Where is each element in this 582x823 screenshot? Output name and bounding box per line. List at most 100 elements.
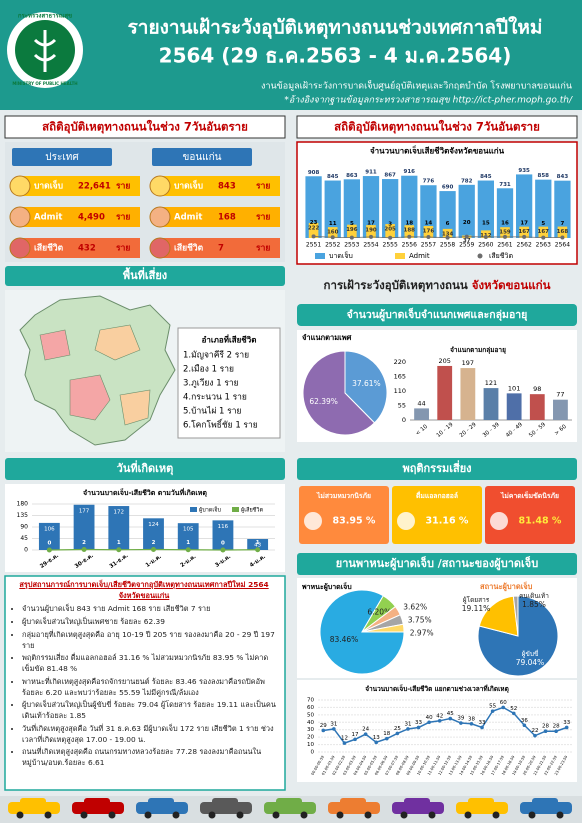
stat-bar bbox=[18, 207, 140, 227]
summary-item: กลุ่มอายุที่เกิดเหตุสูงสุดคือ อายุ 10-19… bbox=[22, 630, 278, 651]
data-label: 77 bbox=[556, 391, 564, 399]
bar bbox=[460, 368, 476, 420]
data-label: 16 bbox=[501, 220, 509, 226]
car-wheel bbox=[528, 811, 536, 819]
surveillance-title-province: จังหวัดขอนแก่น bbox=[472, 278, 551, 292]
emoji-icon bbox=[9, 175, 31, 197]
y-tick-label: 45 bbox=[20, 535, 28, 542]
car-wheel bbox=[236, 811, 244, 819]
death-point bbox=[255, 547, 261, 553]
legend-label: ผู้เสียชีวิต bbox=[241, 507, 264, 514]
data-label: 13 bbox=[373, 735, 380, 741]
car-wheel bbox=[464, 811, 472, 819]
data-label: 160 bbox=[327, 230, 339, 236]
stat-value: 22,641 bbox=[78, 182, 111, 192]
legend-label: บาดเจ็บ bbox=[329, 251, 353, 260]
y-tick-label: 180 bbox=[17, 501, 29, 508]
x-tick-label: 2552 bbox=[325, 242, 340, 249]
data-label: 2 bbox=[152, 540, 156, 546]
data-label: 15 bbox=[482, 220, 490, 226]
data-label: 3 bbox=[388, 221, 392, 227]
bar bbox=[420, 185, 437, 238]
death-point bbox=[388, 235, 393, 240]
line-point bbox=[533, 733, 537, 738]
car-roof bbox=[84, 798, 110, 805]
car-wheel bbox=[44, 811, 52, 819]
data-label: 29 bbox=[320, 723, 327, 729]
stat-value: 843 bbox=[218, 182, 236, 192]
car-wheel bbox=[80, 811, 88, 819]
bar bbox=[442, 228, 453, 238]
y-tick-label: 70 bbox=[307, 698, 314, 704]
legend-label: เสียชีวิต bbox=[489, 252, 513, 260]
data-label: 916 bbox=[404, 169, 416, 175]
line-point bbox=[427, 720, 431, 725]
stat-value: 4,490 bbox=[78, 213, 105, 223]
death-point bbox=[426, 235, 431, 240]
pie-label: 1.85% bbox=[522, 600, 546, 609]
district-list-box bbox=[177, 327, 281, 439]
bar bbox=[247, 539, 269, 550]
panel-tab bbox=[152, 148, 252, 166]
data-label: 124 bbox=[148, 522, 159, 528]
line-point bbox=[342, 741, 347, 745]
death-point bbox=[151, 546, 156, 552]
stat-bar bbox=[18, 176, 140, 196]
y-tick-label: 110 bbox=[394, 387, 406, 395]
pie-label: 79.04% bbox=[516, 658, 545, 667]
data-label: 23 bbox=[310, 220, 318, 226]
summary-box: สรุปสถานการณ์การบาดเจ็บ/เสียชีวิตจากอุบั… bbox=[10, 580, 278, 771]
summary-subtitle: จังหวัดขอนแก่น bbox=[118, 590, 170, 600]
bar bbox=[554, 180, 571, 238]
data-label: 106 bbox=[44, 526, 55, 532]
data-label: 14 bbox=[425, 221, 433, 227]
line-point bbox=[406, 727, 410, 731]
car-roof bbox=[404, 798, 430, 805]
data-label: 1 bbox=[117, 540, 121, 546]
data-label: 176 bbox=[423, 229, 435, 235]
section-heading-bg bbox=[297, 458, 577, 480]
stat-label: เสียชีวิต bbox=[34, 243, 64, 254]
behaviour-label: ดื่มแอลกอฮอล์ bbox=[416, 490, 458, 500]
y-tick-label: 220 bbox=[394, 358, 406, 366]
bar bbox=[423, 226, 434, 238]
death-point bbox=[407, 234, 412, 239]
data-label: 843 bbox=[557, 174, 569, 180]
y-tick-label: 0 bbox=[402, 416, 406, 424]
data-label: 731 bbox=[499, 182, 511, 188]
chart-title: สถานะผู้บาดเจ็บ bbox=[480, 581, 533, 592]
legend-swatch bbox=[395, 253, 405, 259]
line-point bbox=[384, 736, 389, 741]
data-label: 2 bbox=[82, 540, 86, 546]
car-wheel bbox=[492, 811, 500, 819]
district-item: 3.ภูเวียง 1 ราย bbox=[183, 378, 239, 389]
car-wheel bbox=[16, 811, 24, 819]
line-point bbox=[480, 725, 484, 730]
section-heading-bg bbox=[297, 553, 577, 575]
title-line1: รายงานเฝ้าระวังอุบัติเหตุทางถนนช่วงเทศกา… bbox=[128, 16, 543, 40]
car-roof bbox=[148, 798, 174, 805]
data-label: 17 bbox=[367, 220, 375, 226]
death-point bbox=[541, 235, 546, 240]
y-tick-label: 0 bbox=[24, 547, 28, 554]
data-label: 22 bbox=[531, 728, 538, 734]
data-label: 11 bbox=[329, 221, 337, 227]
line-point bbox=[459, 721, 463, 725]
data-label: 1 bbox=[186, 540, 190, 546]
pie-slice bbox=[319, 589, 405, 675]
car-wheel bbox=[208, 811, 216, 819]
bar bbox=[143, 518, 164, 550]
data-label: 20 bbox=[463, 220, 471, 226]
stat-bar bbox=[158, 207, 280, 227]
pie-slice bbox=[361, 623, 405, 633]
surveillance-title-prefix: การเฝ้าระวังอุบัติเหตุทางถนน bbox=[324, 278, 472, 293]
death-point bbox=[116, 547, 122, 553]
data-label: 31 bbox=[330, 721, 337, 727]
stat-label: เสียชีวิต bbox=[174, 243, 204, 254]
emoji-icon bbox=[149, 206, 171, 228]
stat-label: บาดเจ็บ bbox=[34, 179, 63, 192]
pie-label: 3.62% bbox=[403, 602, 427, 611]
data-label: 5 bbox=[350, 221, 354, 227]
summary-item: วันที่เกิดเหตุสูงสุดคือ วันที่ 31 ธ.ค.63… bbox=[22, 724, 278, 745]
x-tick-label: 2554 bbox=[363, 242, 378, 249]
